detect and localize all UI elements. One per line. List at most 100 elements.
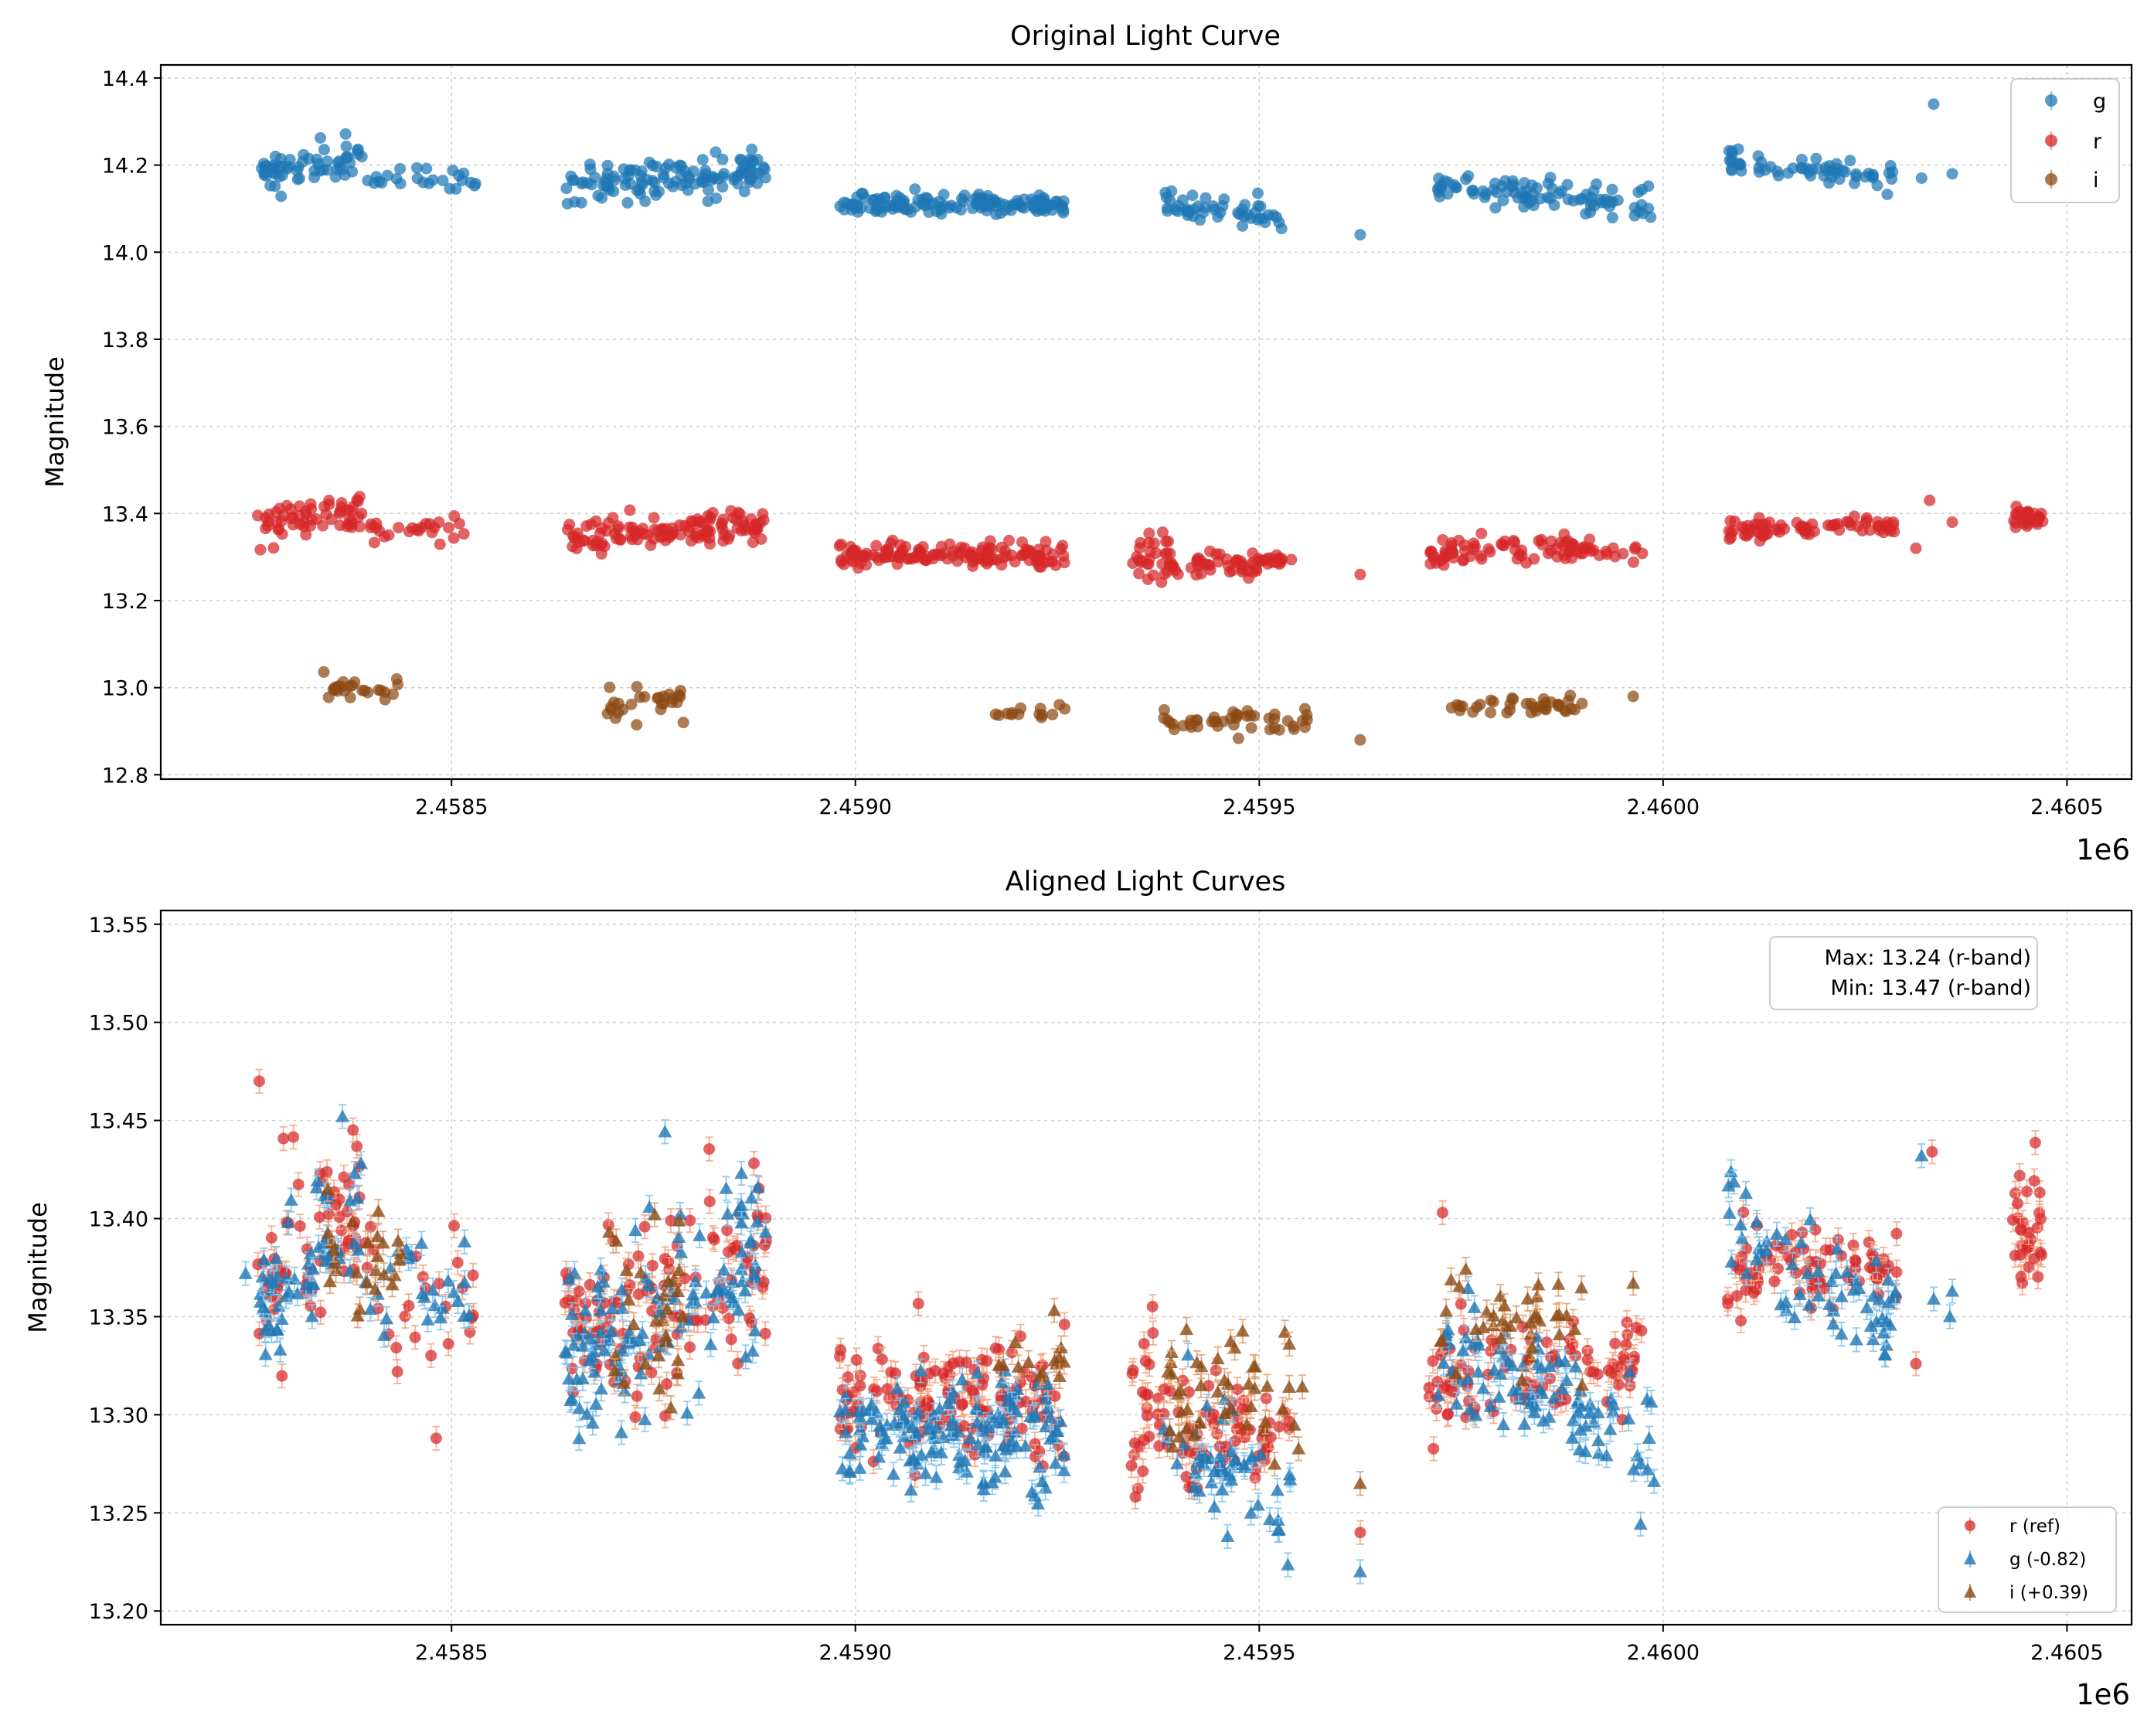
data-point-i — [601, 707, 614, 720]
data-point-r — [1445, 1385, 1457, 1397]
data-point-g — [1199, 202, 1211, 214]
top-title: Original Light Curve — [1010, 21, 1281, 52]
data-point-r — [1822, 519, 1834, 532]
data-point-g — [989, 196, 1002, 208]
data-point-i — [1241, 705, 1254, 717]
data-point-g — [935, 208, 948, 220]
data-point-r — [1159, 1383, 1171, 1395]
data-point-r — [1134, 542, 1146, 554]
data-point-g — [1526, 179, 1538, 192]
data-point-g — [1836, 164, 1849, 176]
data-point-r — [391, 1366, 403, 1378]
y-tick-label: 13.8 — [102, 328, 148, 352]
data-point-r — [912, 1298, 924, 1310]
data-point-g — [311, 153, 323, 165]
data-point-g — [648, 185, 661, 197]
data-point-g — [1232, 206, 1244, 219]
data-point-r — [1910, 542, 1922, 554]
data-point-g — [453, 169, 465, 182]
data-point-r — [315, 1306, 327, 1319]
data-point-i — [1576, 697, 1588, 710]
data-point-r — [702, 525, 714, 537]
data-point-g — [1548, 199, 1560, 211]
data-point-r — [757, 1276, 770, 1288]
top-legend-i-label: i — [2093, 168, 2099, 192]
data-point-r — [442, 1338, 454, 1350]
x-tick-label: 2.4595 — [1223, 795, 1295, 819]
data-point-r — [704, 538, 716, 550]
data-point-r — [735, 525, 747, 537]
data-point-i — [672, 689, 685, 701]
data-point-r — [1485, 1334, 1498, 1346]
series-g — [256, 98, 1958, 241]
data-point-r — [873, 554, 885, 567]
data-point-r — [638, 1220, 651, 1233]
data-point-r — [1040, 536, 1052, 548]
data-point-r — [850, 1353, 863, 1366]
data-point-r — [276, 1370, 288, 1382]
data-point-r — [1423, 1381, 1435, 1394]
data-point-r — [595, 548, 607, 560]
data-point-i — [356, 684, 369, 696]
data-point-r — [1833, 524, 1846, 536]
top-data-points — [252, 98, 2049, 746]
data-point-r — [758, 1239, 771, 1251]
data-point-r — [1141, 1409, 1153, 1421]
data-point-g — [1176, 194, 1189, 206]
data-point-g — [1027, 199, 1040, 211]
data-point-g — [1826, 171, 1838, 183]
data-point-r — [1148, 537, 1160, 550]
data-point-r — [294, 1220, 306, 1232]
data-point-r — [1058, 557, 1070, 569]
data-point-r — [1849, 1255, 1862, 1268]
data-point-g — [657, 168, 669, 181]
data-point-g — [1039, 202, 1051, 214]
data-point-r — [1722, 1298, 1734, 1310]
data-point-r — [995, 541, 1008, 553]
data-point-r — [292, 1178, 305, 1190]
data-point-r — [467, 1269, 479, 1282]
data-point-g — [1606, 183, 1618, 196]
data-point-r — [448, 1220, 461, 1232]
data-point-r — [1046, 548, 1059, 560]
data-point-r — [1809, 1224, 1822, 1236]
data-point-r — [322, 1208, 335, 1220]
data-point-r — [390, 1342, 403, 1354]
data-point-g — [1489, 202, 1502, 214]
data-point-g — [1186, 189, 1199, 202]
data-point-r — [703, 514, 716, 526]
data-point-r — [1528, 553, 1540, 565]
data-point-r — [835, 556, 848, 568]
data-point-r — [1172, 568, 1184, 580]
data-point-i — [1288, 723, 1300, 735]
data-point-r — [570, 543, 583, 555]
x-tick-label: 2.4600 — [1627, 795, 1700, 819]
data-point-g — [1860, 171, 1872, 183]
data-point-r — [1475, 553, 1488, 565]
data-point-g — [1946, 168, 1958, 180]
data-point-r — [658, 1253, 671, 1265]
data-point-g — [322, 155, 334, 168]
data-point-r — [1730, 1290, 1743, 1302]
data-point-r — [260, 512, 272, 524]
data-point-g — [909, 183, 921, 196]
data-point-r — [433, 1278, 445, 1290]
data-point-i — [1281, 715, 1294, 727]
y-tick-label: 13.6 — [102, 416, 148, 440]
data-point-g — [618, 163, 630, 175]
x-tick-label: 2.4605 — [2030, 795, 2103, 819]
bottom-axes: Aligned Light Curves 2.4585 2.4590 2.4595 2… — [23, 866, 2133, 1711]
data-point-g — [1507, 179, 1519, 191]
data-point-r — [1427, 1442, 1440, 1455]
data-point-g — [639, 195, 652, 207]
data-point-r — [1735, 1315, 1747, 1327]
data-point-r — [876, 1353, 888, 1366]
data-point-r — [1890, 1227, 1903, 1240]
data-point-r — [1029, 1438, 1041, 1450]
top-legend-entry-r: r — [2045, 130, 2102, 154]
data-point-i — [1296, 714, 1308, 727]
data-point-r — [661, 1378, 673, 1391]
data-point-g — [318, 144, 330, 156]
data-point-r — [1570, 545, 1583, 557]
data-point-g — [561, 197, 573, 209]
